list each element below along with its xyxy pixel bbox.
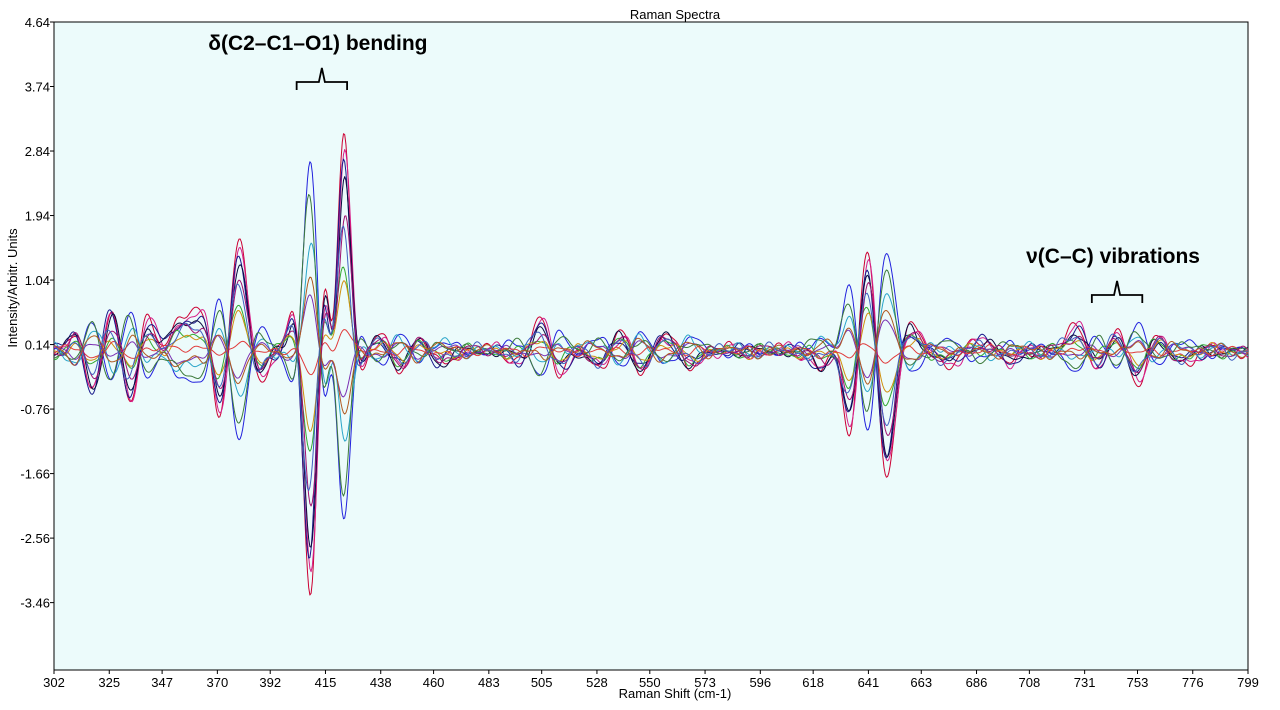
annotation-label: δ(C2–C1–O1) bending bbox=[208, 32, 427, 55]
x-axis-label: Raman Shift (cm-1) bbox=[619, 686, 732, 701]
series-line bbox=[53, 276, 1249, 415]
x-tick-label: 550 bbox=[639, 675, 661, 690]
x-tick-label: 708 bbox=[1019, 675, 1041, 690]
x-tick-label: 347 bbox=[151, 675, 173, 690]
x-tick-label: 392 bbox=[259, 675, 281, 690]
x-tick-label: 799 bbox=[1237, 675, 1259, 690]
x-tick-label: 505 bbox=[531, 675, 553, 690]
y-tick-label: -2.56 bbox=[20, 531, 50, 546]
y-tick-label: 2.84 bbox=[25, 144, 50, 159]
x-tick-label: 596 bbox=[749, 675, 771, 690]
x-axis-ticks: 302 325 347 370 392 415 438 460 483 505 528 550 573 5… bbox=[43, 670, 1259, 690]
y-tick-label: -3.46 bbox=[20, 596, 50, 611]
y-tick-label: 0.14 bbox=[25, 338, 50, 353]
x-tick-label: 438 bbox=[370, 675, 392, 690]
series-lines bbox=[53, 133, 1249, 596]
y-tick-label: 1.94 bbox=[25, 209, 50, 224]
x-tick-label: 460 bbox=[423, 675, 445, 690]
annotations: δ(C2–C1–O1) bending ν(C–C) vibrations bbox=[208, 32, 1200, 303]
x-tick-label: 618 bbox=[802, 675, 824, 690]
x-tick-label: 325 bbox=[98, 675, 120, 690]
x-tick-label: 731 bbox=[1074, 675, 1096, 690]
x-tick-label: 415 bbox=[315, 675, 337, 690]
x-tick-label: 686 bbox=[966, 675, 988, 690]
annotation-bracket bbox=[1090, 280, 1144, 303]
x-tick-label: 370 bbox=[207, 675, 229, 690]
x-tick-label: 753 bbox=[1127, 675, 1149, 690]
y-axis-ticks: 4.64 3.74 2.84 1.94 1.04 0.14 -0.76 -1.66 -2.56 -… bbox=[20, 15, 54, 611]
annotation-bracket bbox=[295, 67, 348, 90]
chart-title: Raman Spectra bbox=[630, 7, 721, 22]
y-tick-label: -1.66 bbox=[20, 467, 50, 482]
x-tick-label: 663 bbox=[910, 675, 932, 690]
y-tick-label: -0.76 bbox=[20, 402, 50, 417]
y-tick-label: 4.64 bbox=[25, 15, 50, 30]
x-tick-label: 641 bbox=[858, 675, 880, 690]
y-tick-label: 1.04 bbox=[25, 273, 50, 288]
series-line bbox=[53, 225, 1249, 491]
x-tick-label: 776 bbox=[1182, 675, 1204, 690]
x-tick-label: 528 bbox=[586, 675, 608, 690]
y-tick-label: 3.74 bbox=[25, 80, 50, 95]
y-axis-label: Intensity/Arbitr. Units bbox=[5, 228, 20, 348]
x-tick-label: 302 bbox=[43, 675, 65, 690]
x-tick-label: 573 bbox=[694, 675, 716, 690]
x-tick-label: 483 bbox=[478, 675, 500, 690]
annotation-label: ν(C–C) vibrations bbox=[1026, 245, 1200, 268]
